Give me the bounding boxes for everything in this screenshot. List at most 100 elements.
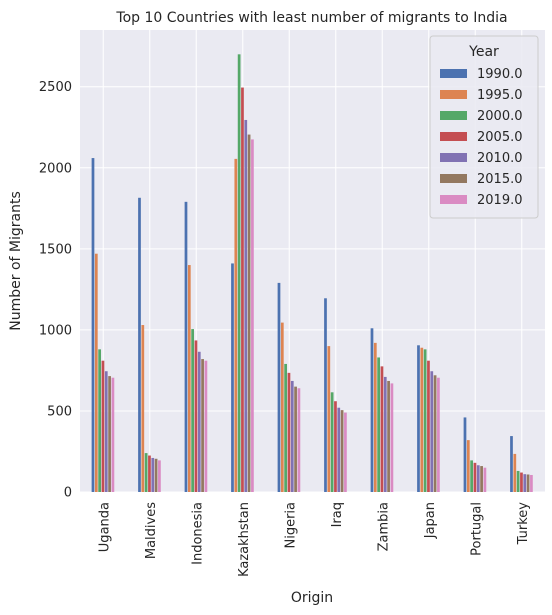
bar-uganda-2019-0	[111, 377, 115, 492]
legend-box	[429, 35, 539, 219]
bar-maldives-2000-0	[144, 453, 148, 492]
bar-uganda-1990-0	[91, 158, 95, 492]
bar-maldives-2010-0	[151, 457, 155, 492]
bar-japan-1995-0	[420, 347, 424, 492]
bar-zambia-1995-0	[373, 342, 377, 492]
bar-uganda-2010-0	[104, 371, 108, 492]
bar-maldives-2019-0	[158, 460, 161, 492]
x-tick-label: Kazakhstan	[237, 502, 252, 577]
bar-maldives-2015-0	[154, 458, 158, 492]
chart-title: Top 10 Countries with least number of mi…	[115, 10, 507, 26]
bar-uganda-2000-0	[98, 349, 101, 492]
bar-nigeria-1990-0	[277, 282, 281, 492]
x-tick-label: Portugal	[469, 502, 484, 556]
legend-label: 1995.0	[477, 88, 523, 103]
bar-iraq-1990-0	[324, 298, 327, 492]
bar-nigeria-2015-0	[294, 386, 297, 492]
bar-portugal-2015-0	[480, 466, 483, 492]
legend-label: 2000.0	[477, 109, 523, 124]
bar-kazakhstan-2015-0	[247, 134, 251, 492]
bar-kazakhstan-1990-0	[231, 263, 234, 492]
bar-indonesia-2005-0	[194, 340, 198, 492]
legend-label: 1990.0	[477, 67, 523, 82]
legend-swatch	[440, 153, 467, 162]
bar-indonesia-2000-0	[191, 329, 194, 492]
bar-japan-2005-0	[427, 360, 430, 492]
bar-japan-1990-0	[417, 345, 420, 492]
bar-kazakhstan-2005-0	[241, 87, 244, 493]
bar-zambia-2000-0	[377, 357, 380, 492]
bar-indonesia-2019-0	[204, 360, 208, 492]
bar-turkey-2010-0	[523, 474, 527, 492]
bar-iraq-2019-0	[344, 412, 347, 492]
x-tick-label: Japan	[423, 502, 438, 539]
bar-portugal-1990-0	[463, 417, 467, 492]
bar-uganda-2015-0	[108, 376, 111, 492]
bar-turkey-2005-0	[520, 472, 523, 492]
bar-turkey-2000-0	[516, 470, 520, 492]
bar-portugal-2010-0	[476, 465, 480, 492]
bar-japan-2000-0	[423, 349, 427, 492]
bar-zambia-2015-0	[387, 380, 390, 492]
bar-nigeria-1995-0	[280, 322, 284, 492]
bar-kazakhstan-1995-0	[234, 158, 238, 492]
bar-zambia-1990-0	[370, 328, 374, 492]
bar-indonesia-2015-0	[201, 359, 204, 492]
bar-turkey-1990-0	[510, 436, 513, 492]
bar-kazakhstan-2000-0	[237, 54, 241, 492]
bar-iraq-2005-0	[334, 401, 337, 492]
bars	[91, 54, 533, 493]
y-tick-label: 2000	[39, 161, 72, 176]
bar-maldives-1995-0	[141, 325, 145, 492]
y-tick-label: 1000	[39, 323, 72, 338]
x-tick-labels: Uganda Maldives Indonesia Kazakhstan Nigeria…	[97, 502, 531, 577]
legend-label: 2010.0	[477, 151, 523, 166]
y-tick-labels: 0 500 1000 1500 2000 2500	[39, 80, 72, 500]
bar-uganda-2005-0	[101, 360, 105, 492]
x-tick-label: Turkey	[516, 502, 531, 546]
y-axis-label: Number of Migrants	[8, 191, 24, 330]
x-tick-label: Uganda	[97, 502, 112, 552]
legend-swatch	[440, 132, 467, 141]
legend-label: 2005.0	[477, 130, 523, 145]
legend-swatch	[440, 174, 467, 183]
legend-title: Year	[468, 44, 499, 60]
bar-turkey-2015-0	[526, 474, 530, 492]
bar-japan-2015-0	[433, 375, 437, 492]
bar-indonesia-1990-0	[184, 201, 188, 492]
bar-iraq-2000-0	[330, 392, 334, 492]
x-tick-label: Maldives	[144, 502, 159, 559]
y-tick-label: 500	[47, 404, 72, 419]
bar-maldives-2005-0	[148, 455, 151, 492]
legend: Year 1990.0 1995.0 2000.0 2005.0 2010.0 2015.0…	[429, 35, 539, 219]
bar-iraq-2015-0	[340, 410, 344, 492]
bar-portugal-2019-0	[483, 467, 487, 492]
bar-zambia-2005-0	[380, 366, 384, 492]
x-tick-label: Indonesia	[190, 502, 205, 565]
bar-turkey-2019-0	[530, 474, 533, 492]
bar-kazakhstan-2019-0	[251, 139, 254, 492]
legend-swatch	[440, 90, 467, 99]
bar-iraq-2010-0	[337, 407, 341, 492]
bar-nigeria-2019-0	[297, 388, 301, 492]
bar-zambia-2019-0	[390, 383, 394, 492]
bar-indonesia-1995-0	[187, 265, 191, 492]
bar-nigeria-2010-0	[290, 380, 294, 492]
legend-label: 2015.0	[477, 172, 523, 187]
legend-swatch	[440, 69, 467, 78]
bar-uganda-1995-0	[94, 253, 98, 492]
legend-label: 2019.0	[477, 193, 523, 208]
bar-indonesia-2010-0	[197, 351, 201, 492]
bar-portugal-2000-0	[470, 460, 473, 492]
x-tick-label: Iraq	[330, 502, 345, 527]
bar-portugal-1995-0	[466, 440, 470, 492]
bar-nigeria-2005-0	[287, 372, 291, 492]
bar-turkey-1995-0	[513, 453, 517, 492]
y-tick-label: 1500	[39, 242, 72, 257]
x-axis-label: Origin	[291, 590, 333, 606]
bar-maldives-1990-0	[138, 197, 141, 493]
legend-swatch	[440, 111, 467, 120]
bar-nigeria-2000-0	[284, 363, 287, 492]
